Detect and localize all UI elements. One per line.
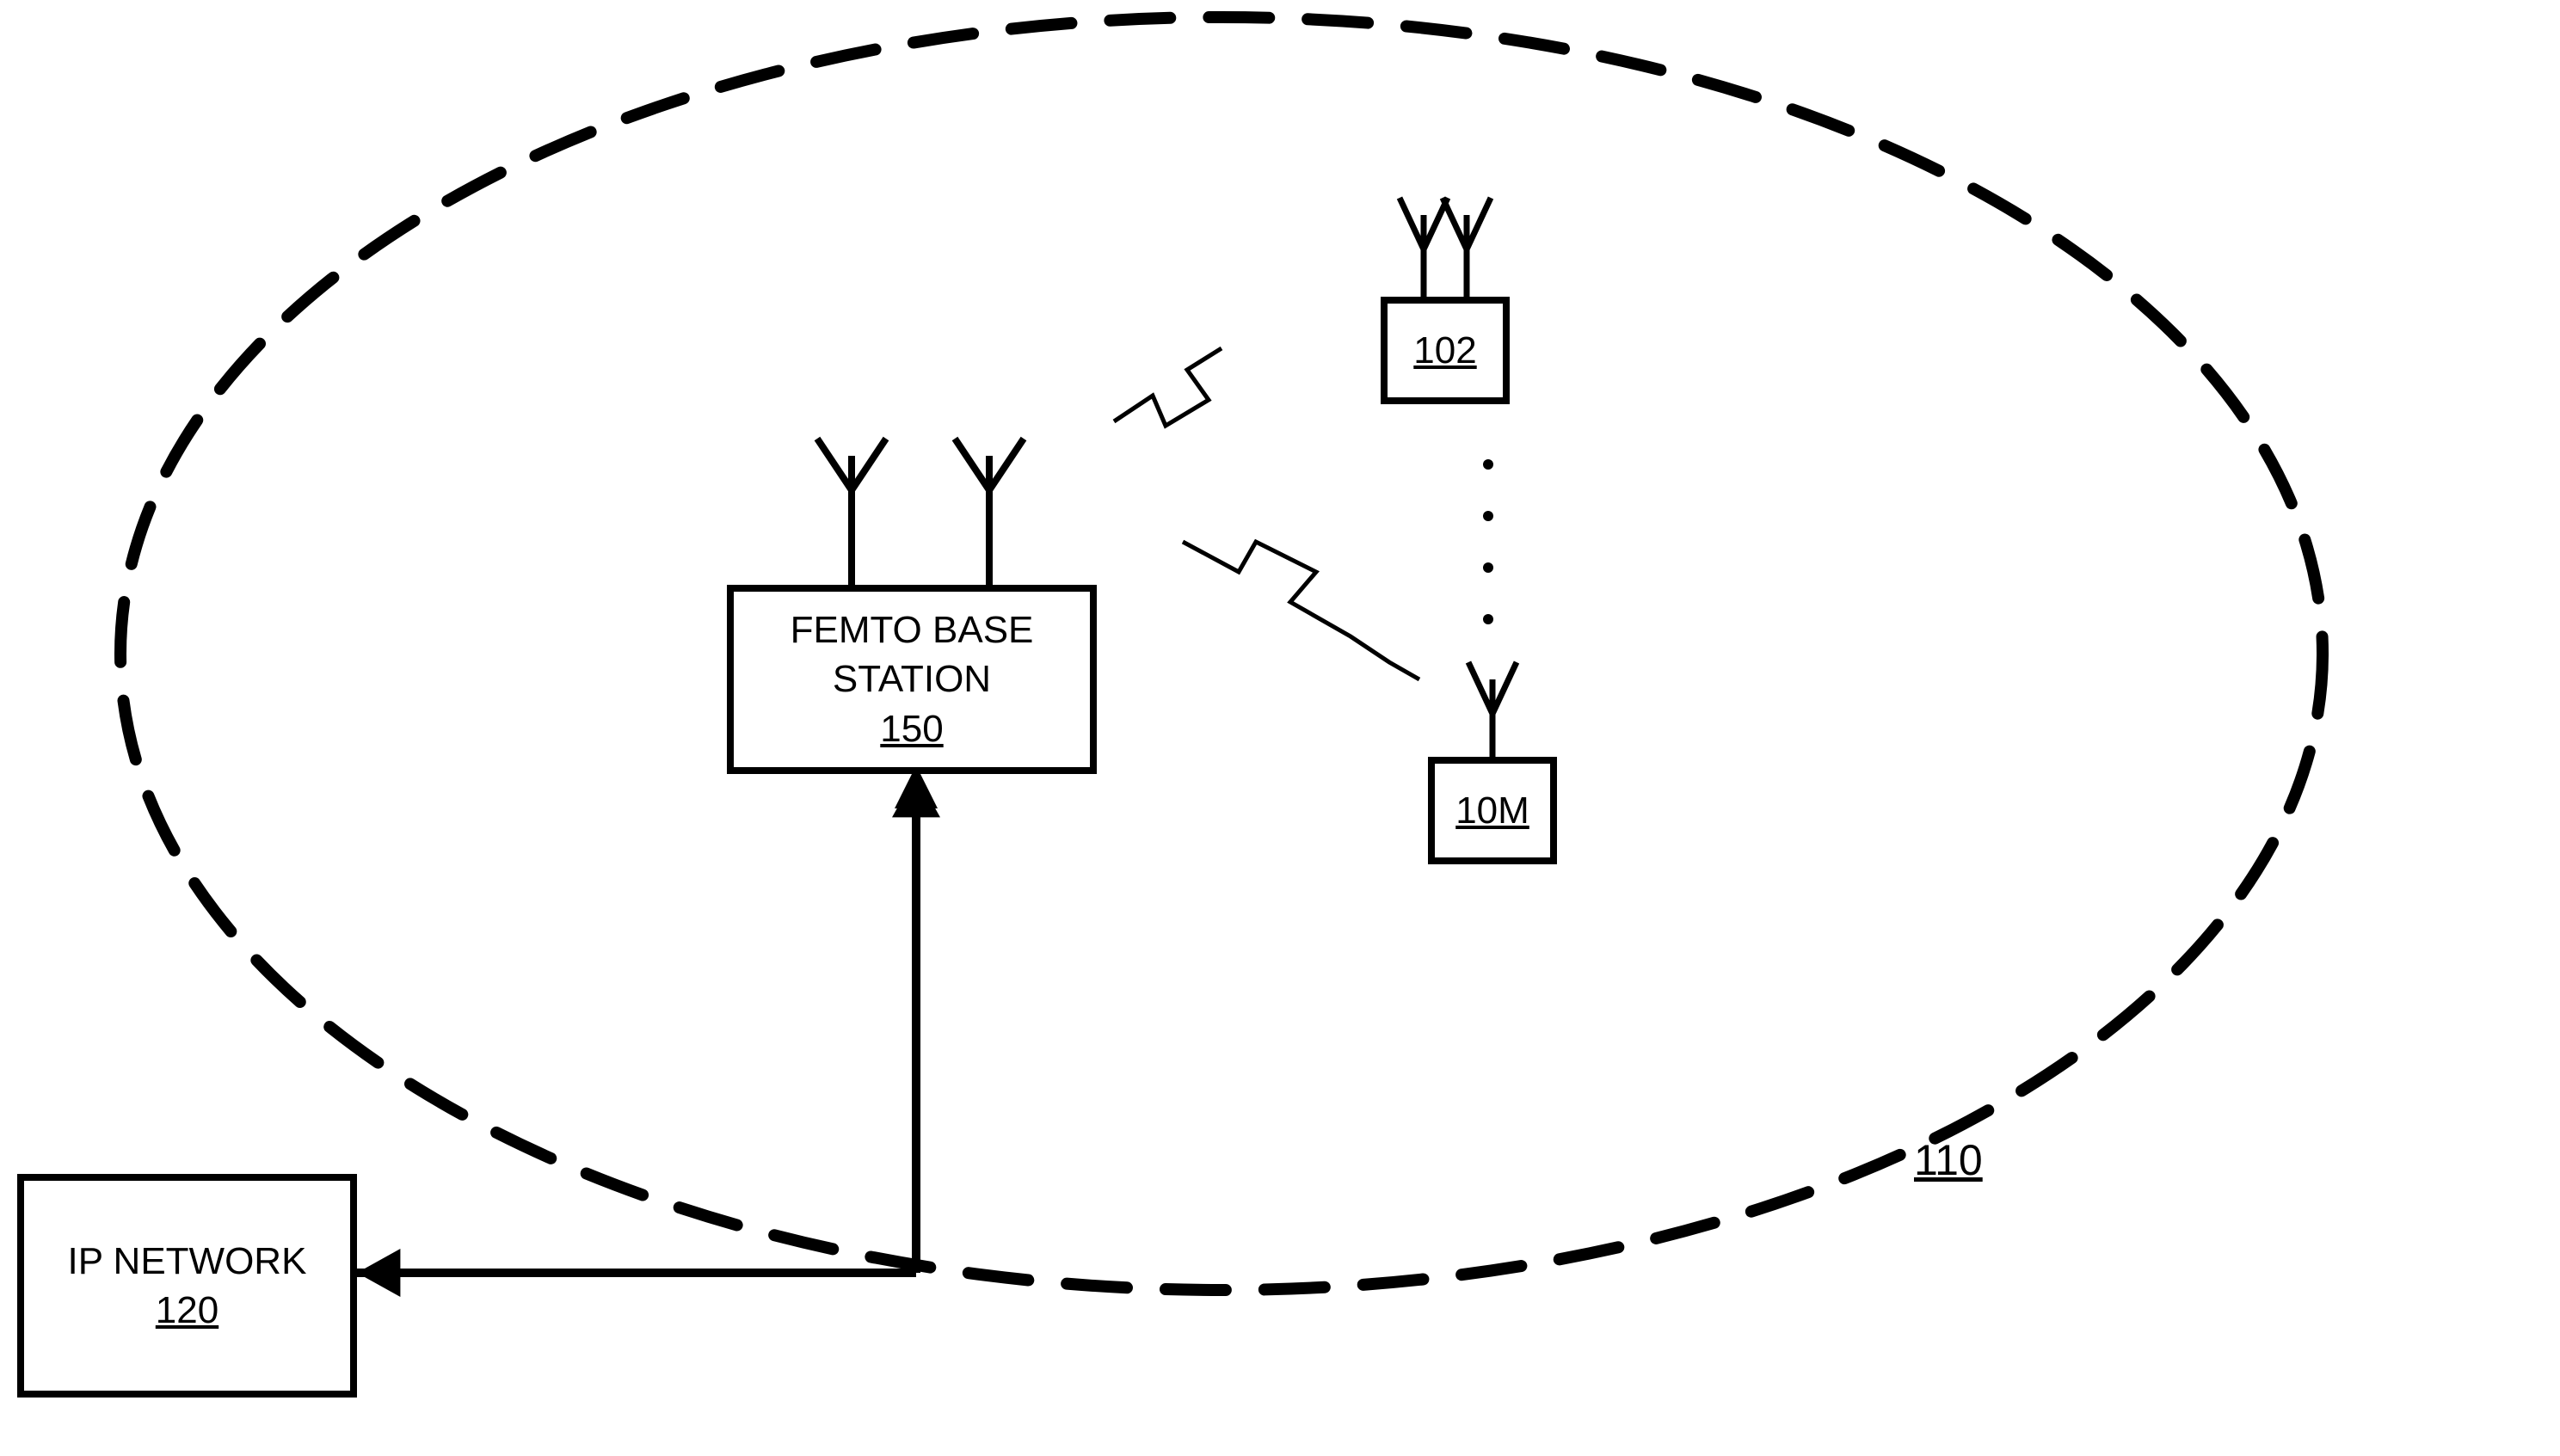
region-label: 110 [1914, 1135, 1983, 1185]
ip-network-number: 120 [156, 1286, 218, 1335]
arrowhead-left-icon [357, 1249, 400, 1297]
arrowhead-up-icon [892, 774, 940, 817]
device-10m-number: 10M [1455, 786, 1529, 835]
femto-base-station-node: FEMTO BASE STATION 150 [727, 585, 1097, 774]
femto-label-line1: FEMTO BASE [791, 605, 1034, 654]
ellipsis-dots-icon [1483, 459, 1493, 624]
wireless-bolt-icon [1183, 542, 1419, 679]
wireless-bolt-icon [1114, 348, 1222, 426]
device-102-node: 102 [1381, 297, 1510, 404]
diagram-svg [0, 0, 2560, 1452]
coverage-ellipse [120, 17, 2323, 1290]
device-102-number: 102 [1413, 326, 1476, 375]
device-10m-node: 10M [1428, 757, 1557, 864]
femto-label-line2: STATION [833, 654, 991, 703]
ip-network-label: IP NETWORK [68, 1237, 307, 1286]
network-diagram: IP NETWORK 120 FEMTO BASE STATION 150 10… [0, 0, 2560, 1452]
ip-network-node: IP NETWORK 120 [17, 1174, 357, 1398]
femto-number: 150 [880, 704, 943, 753]
